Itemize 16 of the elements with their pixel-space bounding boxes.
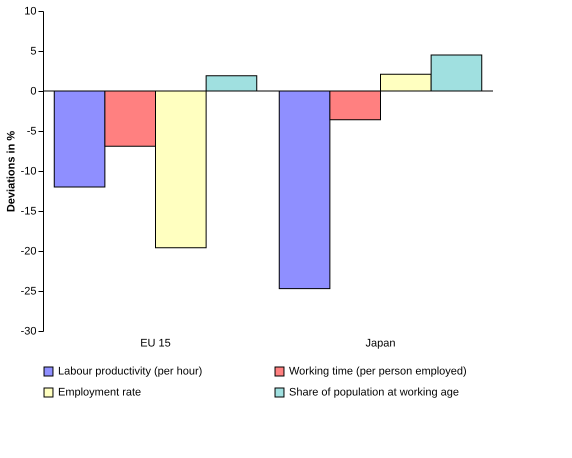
y-tick-label: 0 xyxy=(30,86,36,98)
legend-label: Employment rate xyxy=(58,386,142,398)
legend-label: Share of population at working age xyxy=(289,386,460,398)
y-tick-label: 10 xyxy=(24,6,36,18)
y-tick-label: -10 xyxy=(20,166,36,178)
y-tick-label: -5 xyxy=(26,126,36,138)
y-tick-label: -15 xyxy=(20,206,36,218)
y-tick-label: -25 xyxy=(20,286,36,298)
x-tick-label: EU 15 xyxy=(140,338,171,350)
legend-label: Labour productivity (per hour) xyxy=(58,366,202,378)
legend-label: Working time (per person employed) xyxy=(289,366,467,378)
y-tick-label: 5 xyxy=(30,46,36,58)
x-tick-label: Japan xyxy=(366,338,396,350)
y-tick-label: -30 xyxy=(20,326,36,338)
y-tick-label: -20 xyxy=(20,246,36,258)
y-axis-title: Deviations in % xyxy=(6,130,18,212)
